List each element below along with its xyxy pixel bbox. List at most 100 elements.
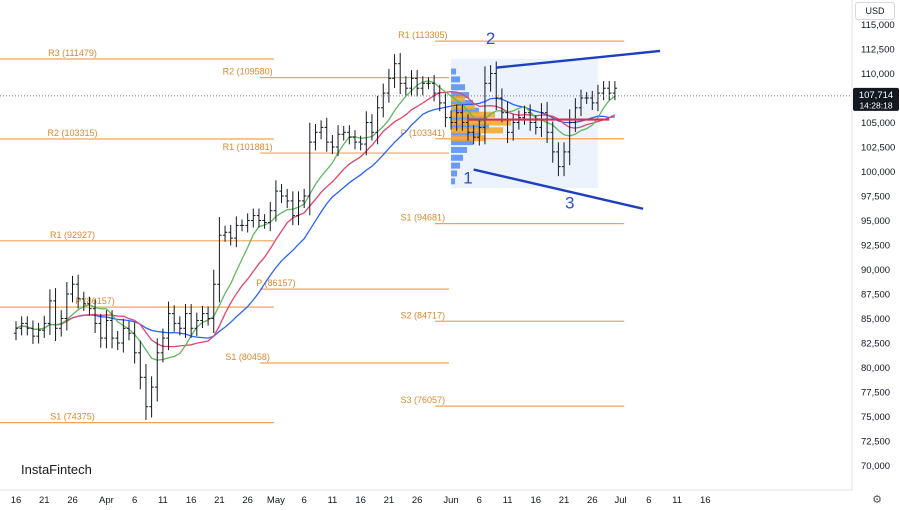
wave-label: 2 <box>486 29 495 48</box>
ohlc-bar <box>392 54 397 88</box>
ohlc-bar <box>477 119 482 146</box>
ohlc-bar <box>166 301 171 351</box>
ohlc-bar <box>262 214 267 229</box>
ohlc-bar <box>460 104 465 131</box>
ohlc-bar <box>115 330 120 351</box>
pivot-level-label: R1 (92927) <box>50 230 95 240</box>
time-tick-label: 6 <box>132 495 137 506</box>
price-tick-label: 72,500 <box>861 437 890 448</box>
ohlc-bar <box>414 70 420 97</box>
ohlc-bar <box>324 117 329 152</box>
volume-profile-bar <box>451 103 476 110</box>
volume-profile-bar <box>451 76 461 83</box>
brand-logo: InstaFintech <box>11 453 117 485</box>
ohlc-bar <box>183 304 188 338</box>
time-tick-label: 21 <box>214 495 225 506</box>
ohlc-bar <box>601 81 606 101</box>
ohlc-bar <box>420 76 425 96</box>
ohlc-bar <box>211 269 216 333</box>
time-tick-label: 21 <box>39 495 50 506</box>
time-tick-label: 16 <box>531 495 542 506</box>
ohlc-bar <box>36 322 41 344</box>
last-price-value: 107,714 <box>859 90 893 101</box>
volume-profile-bar <box>451 178 456 185</box>
moving-averages <box>15 80 616 361</box>
ohlc-bar <box>409 70 414 97</box>
time-tick-label: Apr <box>99 495 114 506</box>
ohlc-bar <box>612 81 618 101</box>
ohlc-bar <box>578 89 584 117</box>
ohlc-bar <box>70 275 75 303</box>
ohlc-bar <box>98 313 103 348</box>
price-tick-label: 102,500 <box>861 143 895 154</box>
ohlc-bar <box>59 310 64 337</box>
pivot-level-label: S2 (84717) <box>401 310 446 320</box>
wedge-trend-lines[interactable] <box>468 49 661 210</box>
pivot-level-label: R1 (113305) <box>398 30 447 40</box>
time-tick-label: 16 <box>355 495 366 506</box>
ohlc-bar <box>443 93 448 128</box>
axes[interactable]: 70,000 72,500 75,000 77,500 80,000 82,500 85,0… <box>0 20 899 506</box>
price-tick-label: 115,000 <box>861 20 895 31</box>
volume-profile-bar <box>451 154 464 161</box>
ohlc-bar <box>109 310 115 349</box>
ohlc-bar <box>239 219 245 232</box>
ohlc-bar <box>279 183 284 204</box>
time-tick-label: 6 <box>646 495 651 506</box>
price-tick-label: 85,000 <box>861 314 890 325</box>
ohlc-bar <box>132 322 137 364</box>
price-tick-label: 97,500 <box>861 192 890 203</box>
ohlc-bar <box>499 88 505 123</box>
ohlc-bar <box>222 225 228 242</box>
price-tick-label: 110,000 <box>861 69 895 80</box>
ohlc-bar <box>381 83 386 118</box>
time-tick-label: 26 <box>242 495 253 506</box>
ohlc-bar <box>584 92 589 104</box>
ohlc-bar <box>494 61 499 111</box>
volume-profile-bar <box>451 99 474 106</box>
time-tick-label: 11 <box>672 495 682 506</box>
ohlc-bar <box>454 104 459 131</box>
pivot-level-label: S3 (76057) <box>401 395 446 405</box>
grid-lines <box>0 0 853 491</box>
ohlc-bar <box>556 142 561 177</box>
pivot-level-label: P (86157) <box>256 278 295 288</box>
ohlc-bar <box>398 52 403 95</box>
ohlc-bar <box>149 376 154 418</box>
ohlc-bars <box>13 52 618 420</box>
volume-profile-bar <box>451 68 457 75</box>
time-tick-label: 16 <box>186 495 197 506</box>
last-price-badge-bg <box>853 87 899 111</box>
ohlc-bar <box>30 320 36 344</box>
ohlc-bar <box>590 90 595 111</box>
ma-green-line <box>15 80 616 361</box>
ohlc-bar <box>448 110 454 130</box>
time-tick-label: 26 <box>412 495 423 506</box>
pivot-level-label: R2 (109580) <box>223 67 273 77</box>
volume-profile-bar <box>451 119 512 126</box>
volume-profile-bar <box>451 162 461 169</box>
ohlc-bar <box>607 81 612 101</box>
ohlc-bar <box>143 364 149 420</box>
ohlc-bar <box>42 315 47 338</box>
ohlc-bar <box>375 95 380 145</box>
ohlc-bar <box>426 77 431 90</box>
gear-icon[interactable]: ⚙ <box>872 494 882 506</box>
trend-line <box>473 168 644 210</box>
price-tick-label: 75,000 <box>861 412 890 423</box>
ohlc-bar <box>268 201 273 232</box>
wave-label: 3 <box>565 194 574 213</box>
ohlc-bar <box>318 120 324 140</box>
volume-profile-bar <box>451 131 482 138</box>
currency-selector[interactable]: USD <box>855 2 895 20</box>
price-tick-label: 100,000 <box>861 167 895 178</box>
ohlc-bar <box>188 304 194 338</box>
ohlc-bar <box>386 68 392 103</box>
trend-line <box>496 49 661 69</box>
ohlc-bar <box>87 296 92 316</box>
ohlc-bar <box>505 101 510 144</box>
time-tick-label: Jul <box>614 495 626 506</box>
time-tick-label: May <box>267 495 285 506</box>
